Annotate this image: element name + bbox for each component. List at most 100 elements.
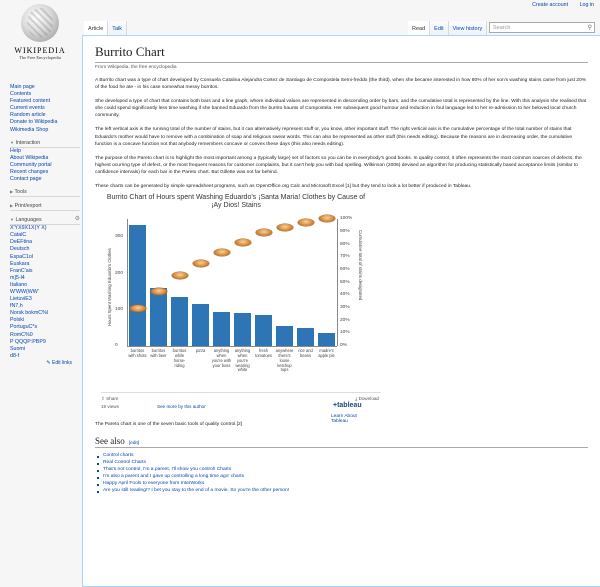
create-account-link[interactable]: Create account	[532, 2, 569, 8]
chart-bar[interactable]	[150, 288, 167, 347]
chart-bar[interactable]	[297, 327, 314, 347]
nav-wikimedia-shop[interactable]: Wikimedia Shop	[10, 126, 49, 133]
x-tick-label: anything when you're with your boss	[211, 348, 232, 368]
chart-bar[interactable]	[234, 313, 251, 347]
nav-featured-content[interactable]: Featured content	[10, 98, 51, 105]
learn-tableau-link[interactable]: Learn About Tableau	[331, 414, 357, 425]
download-button[interactable]: ⤓ Download	[355, 396, 379, 402]
nav-current-events[interactable]: Current events	[10, 105, 45, 112]
chart-bar[interactable]	[318, 333, 335, 347]
list-item[interactable]: Are you still reading!? I bet you stay t…	[95, 488, 588, 495]
lang-item[interactable]: d8-f	[10, 352, 20, 359]
languages-heading[interactable]: ▼ Languages ⚙	[10, 216, 80, 226]
tab-view-history[interactable]: View history	[448, 21, 488, 35]
paragraph-5: These charts can be generated by simple …	[95, 184, 472, 190]
tableau-logo[interactable]: +tableau	[333, 402, 362, 410]
nav-help[interactable]: Help	[10, 147, 21, 154]
lang-item[interactable]: fN7,h	[10, 303, 23, 310]
cumulative-point[interactable]	[276, 224, 293, 231]
share-button[interactable]: ⇪ Share	[101, 396, 119, 402]
views-count: 19 views	[101, 404, 119, 410]
cumulative-point[interactable]	[297, 218, 314, 226]
cumulative-point[interactable]	[192, 259, 209, 267]
tools-heading[interactable]: ▶ Tools	[10, 188, 80, 198]
lang-item[interactable]: m]5-l4	[10, 274, 25, 281]
download-label: Download	[358, 396, 379, 402]
chart-bar[interactable]	[213, 311, 230, 347]
globe-icon	[21, 4, 59, 42]
chart-bar[interactable]	[171, 297, 188, 347]
lang-item[interactable]: Suomi	[10, 345, 26, 352]
chart-bar[interactable]	[255, 315, 272, 347]
lang-item[interactable]: CatalC	[10, 232, 27, 239]
nav-main-page[interactable]: Main page	[10, 84, 35, 90]
lang-item[interactable]: Polski	[10, 317, 25, 324]
languages-label: Languages	[15, 217, 42, 224]
nav-recent-changes[interactable]: Recent changes	[10, 168, 49, 175]
lang-item[interactable]: Euskara	[10, 260, 30, 267]
gear-icon[interactable]: ⚙	[74, 216, 80, 223]
cumulative-point[interactable]	[318, 215, 335, 223]
tableau-widget[interactable]: Burrito Chart of Hours spent Washing Edu…	[101, 194, 381, 424]
interaction-heading[interactable]: ▼ Interaction	[10, 139, 80, 148]
lang-item[interactable]: PortuguC*s	[10, 324, 38, 331]
lang-item[interactable]: EspaC1ol	[10, 253, 33, 260]
lang-item[interactable]: LietuviE3	[10, 296, 32, 303]
print-heading[interactable]: ▶ Print/export	[10, 202, 80, 212]
lang-item[interactable]: Deutsch	[10, 246, 30, 253]
nav-donate[interactable]: Donate to Wikipedia	[10, 119, 58, 126]
chart-bar[interactable]	[129, 224, 146, 347]
chart-bar[interactable]	[276, 326, 293, 347]
left-axis	[127, 219, 128, 347]
nav-random-article[interactable]: Random article	[10, 112, 46, 119]
site-tagline: The Free Encyclopedia	[19, 55, 61, 60]
list-item[interactable]: Real Control Charts	[95, 460, 588, 467]
lang-item[interactable]: RomC%0	[10, 331, 33, 338]
lang-item[interactable]: X'YX9X1X(Y X)	[10, 225, 47, 232]
cumulative-point[interactable]	[255, 229, 272, 237]
lang-item[interactable]: Italiano	[10, 281, 28, 288]
list-item[interactable]: I'm also a parent and I gave up controll…	[95, 474, 588, 481]
list-item[interactable]: Control charts	[95, 453, 588, 460]
bottom-axis	[127, 346, 337, 348]
tab-read[interactable]: Read	[408, 21, 431, 35]
y-tick-label: 100	[115, 306, 124, 312]
login-link[interactable]: Log in	[579, 2, 594, 8]
list-item[interactable]: Happy April Fools to everyone from Inter…	[95, 481, 588, 488]
y-tick-label: 0	[115, 343, 118, 349]
cumulative-point[interactable]	[129, 305, 146, 313]
cumulative-point[interactable]	[150, 287, 167, 295]
cumulative-point[interactable]	[213, 249, 230, 257]
chart-bar[interactable]	[192, 304, 209, 347]
tab-article[interactable]: Article	[84, 21, 109, 35]
y2-axis-label: Cumulative total of stains designated	[358, 230, 363, 301]
lang-item[interactable]: FranC'ais	[10, 267, 33, 274]
lang-item[interactable]: W'WW(WW'	[10, 288, 39, 295]
paragraph-2: She developed a type of chart that conta…	[95, 99, 587, 119]
share-label: Share	[106, 396, 119, 402]
see-more-link[interactable]: See more by this author	[157, 404, 206, 410]
cumulative-point[interactable]	[171, 272, 188, 280]
triangle-right-icon: ▶	[10, 189, 14, 195]
nav-contents[interactable]: Contents	[10, 91, 32, 98]
tab-talk[interactable]: Talk	[108, 21, 128, 35]
tab-edit[interactable]: Edit	[430, 21, 449, 35]
cumulative-point[interactable]	[234, 239, 251, 247]
wikipedia-logo[interactable]: WIKIPEDIA The Free Encyclopedia	[12, 4, 68, 66]
tools-label: Tools	[14, 189, 27, 196]
lang-item[interactable]: Norsk bokmC%l	[10, 310, 48, 317]
nav-community-portal[interactable]: Community portal	[10, 161, 52, 168]
search-input[interactable]: Search ⚲	[489, 22, 595, 33]
list-item[interactable]: That's not control, I'm a parent, I'll s…	[95, 467, 588, 474]
lang-item[interactable]: DeEFtina	[10, 239, 33, 246]
see-also-list: Control charts Real Control Charts That'…	[95, 453, 588, 494]
triangle-down-icon: ▼	[10, 217, 14, 223]
lang-item[interactable]: P QQQP:PBP9	[10, 338, 46, 345]
paragraph-3: The left vertical axis is the running to…	[95, 127, 573, 147]
edit-links-link[interactable]: ✎ Edit links	[46, 359, 72, 366]
see-also-edit-link[interactable]: [edit]	[128, 441, 140, 447]
nav-contact-page[interactable]: Contact page	[10, 176, 42, 183]
site-name: WIKIPEDIA	[14, 46, 66, 55]
nav-about[interactable]: About Wikipedia	[10, 154, 49, 161]
search-icon[interactable]: ⚲	[587, 25, 592, 31]
